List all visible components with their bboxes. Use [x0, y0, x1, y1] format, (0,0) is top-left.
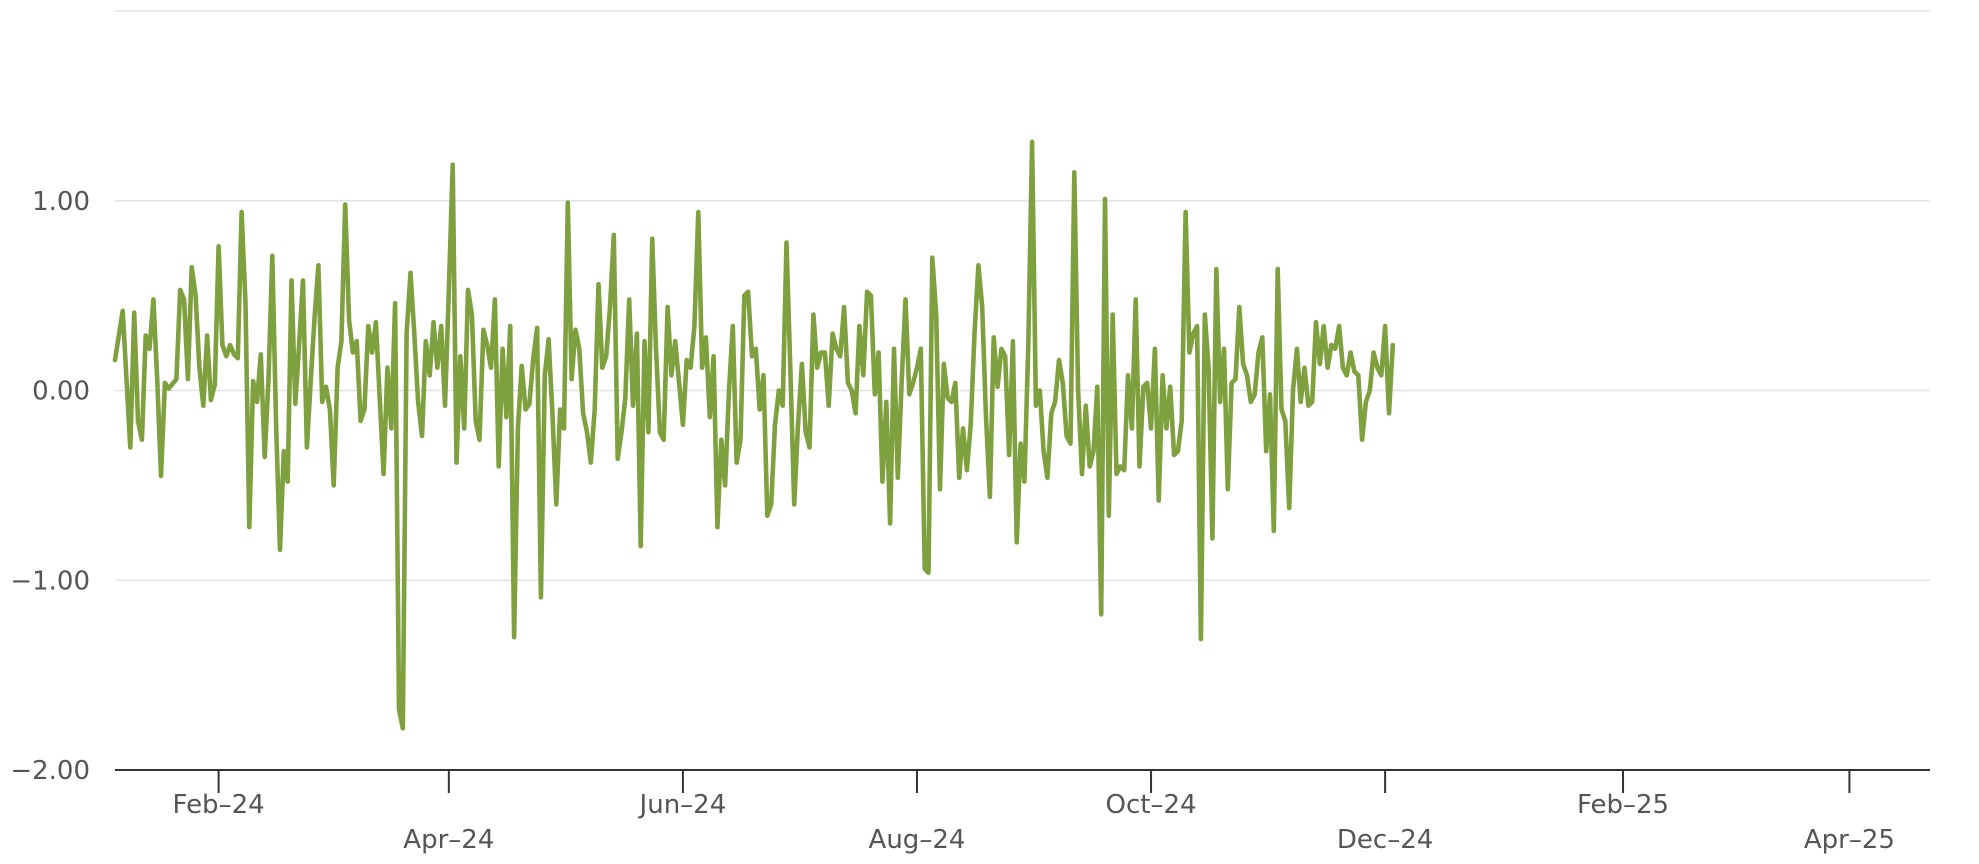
gridlines: [115, 10, 1930, 582]
x-axis: Feb–24 Apr–24 Jun–24 Aug–24 Oct–24 Dec–24 Feb–…: [115, 769, 1930, 855]
series-line: [112, 139, 1396, 731]
y-tick-label: 1.00: [32, 187, 90, 217]
x-tick-label: Feb–24: [173, 790, 265, 820]
x-tick-label: Dec–24: [1337, 825, 1433, 855]
y-axis-tick-labels: −2.00 −1.00 0.00 1.00: [10, 187, 90, 786]
y-tick-label: 0.00: [32, 377, 90, 407]
x-tick-label: Feb–25: [1577, 790, 1669, 820]
x-tick-label: Oct–24: [1106, 790, 1197, 820]
y-tick-label: −1.00: [10, 566, 90, 596]
x-tick-label: Apr–25: [1804, 825, 1895, 855]
x-tick-label: Jun–24: [638, 790, 727, 820]
x-tick-label: Aug–24: [869, 825, 966, 855]
series-layer: [112, 139, 1396, 731]
y-tick-label: −2.00: [10, 756, 90, 786]
x-tick-label: Apr–24: [403, 825, 494, 855]
